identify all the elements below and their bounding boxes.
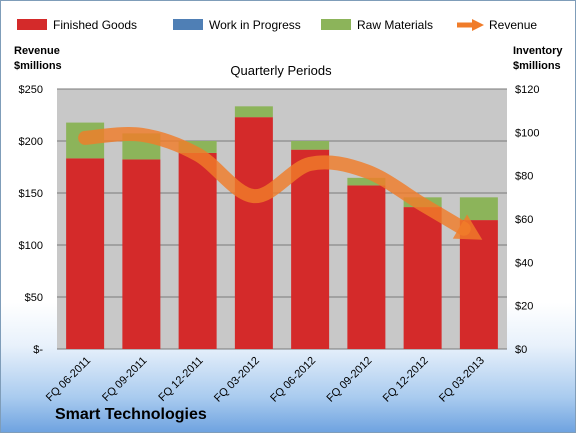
right-tick-label: $100 [515, 127, 539, 139]
right-tick-label: $20 [515, 301, 533, 313]
bar-finished-goods [403, 207, 442, 349]
legend-arrowhead-revenue [472, 19, 484, 31]
right-axis-title-line1: Inventory [513, 45, 563, 57]
right-tick-label: $60 [515, 214, 533, 226]
right-axis-title-line2: $millions [513, 60, 561, 72]
category-label: FQ 03-2012 [212, 355, 262, 405]
bar-raw-materials [347, 177, 386, 186]
category-label: FQ 12-2012 [381, 355, 431, 405]
category-label: FQ 09-2012 [325, 355, 375, 405]
right-tick-label: $120 [515, 84, 539, 96]
legend: Finished Goods Work in Progress Raw Materi… [17, 18, 537, 32]
legend-label-raw_materials: Raw Materials [357, 18, 433, 32]
bar-finished-goods [178, 152, 217, 349]
legend-swatch-raw_materials [321, 19, 351, 30]
legend-swatch-finished_goods [17, 19, 47, 30]
category-label: FQ 06-2011 [44, 355, 93, 404]
right-tick-label: $80 [515, 171, 533, 183]
category-label: FQ 06-2012 [268, 355, 318, 405]
legend-label-revenue: Revenue [489, 18, 537, 32]
category-label: FQ 09-2011 [100, 355, 149, 404]
revenue-line [78, 127, 471, 236]
bar-finished-goods [234, 117, 273, 350]
plot-area: $- $50 $100 $150 $200 $250 $0 $20 $40 $60 $80 $100 $… [19, 84, 540, 405]
category-label: FQ 03-2013 [437, 355, 487, 405]
revenue-arrowhead [452, 214, 483, 240]
left-tick-label: $150 [19, 188, 43, 200]
left-tick-label: $50 [25, 292, 43, 304]
legend-label-finished_goods: Finished Goods [53, 18, 137, 32]
bar-finished-goods [347, 185, 386, 349]
bar-finished-goods [66, 158, 105, 349]
category-label: FQ 12-2011 [156, 355, 205, 404]
left-axis-title-line1: Revenue [14, 45, 60, 57]
left-tick-label: $200 [19, 136, 43, 148]
legend-swatch-work_in_progress [173, 19, 203, 30]
legend-label-work_in_progress: Work in Progress [209, 18, 301, 32]
left-axis-title-line2: $millions [14, 60, 62, 72]
bar-raw-materials [234, 106, 273, 118]
left-tick-label: $100 [19, 240, 43, 252]
left-tick-label: $250 [19, 84, 43, 96]
right-tick-label: $0 [515, 344, 527, 356]
bar-raw-materials [291, 141, 330, 150]
right-tick-label: $40 [515, 257, 533, 269]
bar-finished-goods [459, 220, 498, 349]
bar-finished-goods [291, 149, 330, 349]
bar-raw-materials [459, 197, 498, 221]
bar-finished-goods [122, 159, 161, 349]
left-tick-label: $- [33, 344, 43, 356]
company-name: Smart Technologies [55, 406, 207, 423]
plot-title: Quarterly Periods [230, 63, 332, 78]
